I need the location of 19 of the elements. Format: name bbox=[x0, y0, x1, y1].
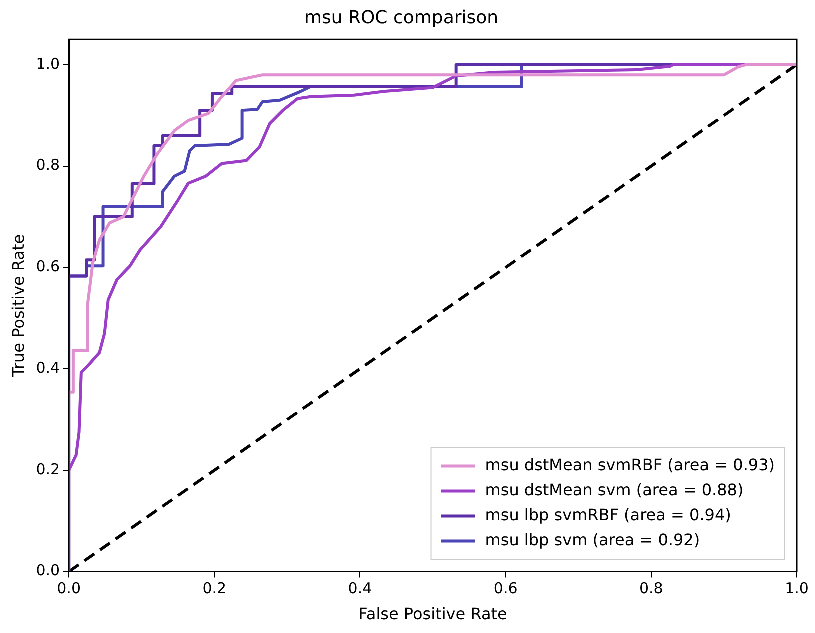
chart-title: msu ROC comparison bbox=[304, 7, 499, 28]
y-tick-label: 0.2 bbox=[36, 460, 60, 478]
y-tick-label: 0.8 bbox=[36, 156, 60, 174]
x-tick-label: 0.6 bbox=[494, 580, 518, 598]
legend-label: msu lbp svmRBF (area = 0.94) bbox=[485, 505, 732, 524]
legend-label: msu lbp svm (area = 0.92) bbox=[485, 530, 700, 550]
x-tick-label: 0.4 bbox=[348, 580, 372, 598]
legend-label: msu dstMean svmRBF (area = 0.93) bbox=[485, 455, 775, 474]
y-tick-label: 0.6 bbox=[36, 258, 60, 276]
y-axis-title: True Positive Rate bbox=[8, 234, 28, 378]
y-tick-label: 0.0 bbox=[36, 562, 60, 580]
x-tick-label: 1.0 bbox=[785, 580, 809, 598]
x-axis-title: False Positive Rate bbox=[358, 604, 508, 624]
x-tick-label: 0.0 bbox=[57, 580, 81, 598]
x-tick-label: 0.2 bbox=[202, 580, 227, 598]
y-tick-label: 0.4 bbox=[36, 358, 60, 377]
legend-label: msu dstMean svm (area = 0.88) bbox=[485, 480, 744, 500]
y-tick-label: 1.0 bbox=[36, 54, 60, 73]
x-tick-label: 0.8 bbox=[639, 580, 664, 598]
